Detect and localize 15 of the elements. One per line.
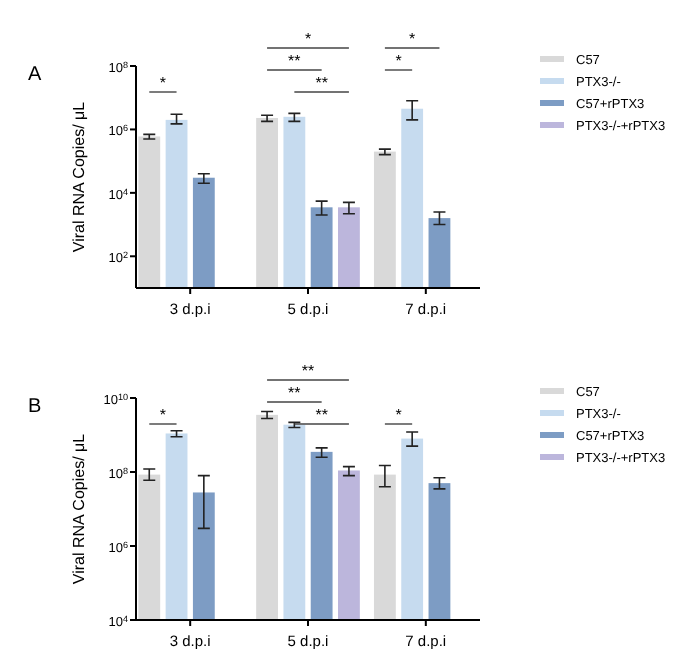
chart-title: A: [28, 64, 42, 86]
y-axis-title: Viral RNA Copies/ μL: [70, 100, 88, 253]
y-axis-title: Viral RNA Copies/ μL: [70, 432, 88, 585]
text: **: [301, 362, 315, 380]
chart-title: B: [28, 396, 42, 418]
annotation: **: [315, 74, 328, 92]
annotation: **: [288, 384, 301, 402]
annotation: *: [159, 74, 167, 92]
annotation: *: [159, 406, 167, 424]
text: *: [304, 30, 312, 48]
annotation: *: [395, 406, 402, 424]
annotation: **: [315, 406, 328, 424]
annotation: *: [395, 52, 402, 70]
annotation: **: [288, 52, 301, 70]
text: *: [409, 30, 416, 48]
